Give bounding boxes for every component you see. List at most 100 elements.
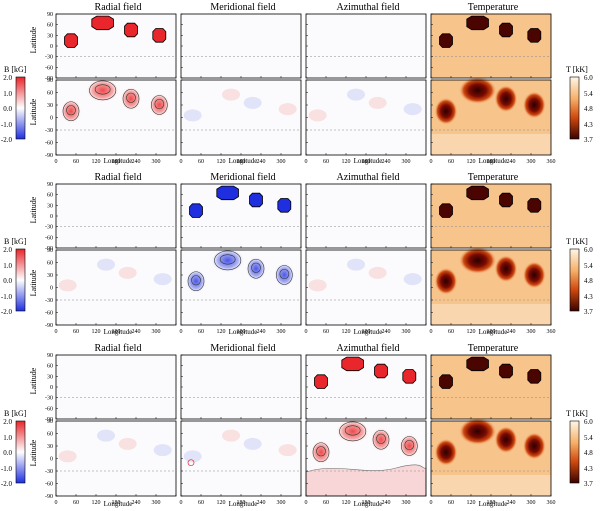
temperature-spot-reconstructed bbox=[434, 267, 458, 295]
field-contour bbox=[279, 268, 290, 280]
lon-tick-label: 0 bbox=[180, 159, 183, 165]
group-2-titles: Radial field Meridional field Azimuthal … bbox=[95, 172, 519, 183]
field-contour bbox=[89, 80, 117, 101]
title-meridional: Meridional field bbox=[210, 172, 275, 183]
temperature-spot-reconstructed bbox=[494, 85, 518, 113]
lon-tick-label: 60 bbox=[73, 159, 79, 165]
temperature-spot-reconstructed bbox=[522, 261, 546, 289]
lon-tick-label: 120 bbox=[217, 159, 226, 165]
t-colorbar-3: T [kK] 6.0 5.4 4.8 4.3 3.7 bbox=[566, 409, 593, 488]
lon-tick-label: 300 bbox=[152, 329, 161, 335]
lon-tick-label: 60 bbox=[323, 500, 329, 506]
xlabel-longitude: Longitude bbox=[104, 328, 133, 336]
xlabel-longitude: Longitude bbox=[354, 328, 383, 336]
lon-tick-label: 180 bbox=[237, 159, 246, 165]
ylabel-latitude: Latitude bbox=[29, 269, 38, 296]
temperature-spot-reconstructed bbox=[494, 426, 518, 454]
b-colorbar-label: B [kG] bbox=[4, 409, 27, 418]
t-tick: 5.4 bbox=[584, 90, 593, 98]
lat-tick-label: 0 bbox=[50, 457, 53, 463]
b-colorbar-label: B [kG] bbox=[4, 237, 27, 246]
crosstalk-patch bbox=[308, 109, 327, 122]
b-tick: 1.0 bbox=[3, 90, 12, 98]
temperature-spot bbox=[527, 198, 542, 213]
crosstalk-patch bbox=[278, 444, 297, 457]
field-spot bbox=[64, 33, 78, 48]
crosstalk-patch bbox=[347, 258, 365, 271]
b-colorbar-label: B [kG] bbox=[4, 65, 27, 74]
field-contour bbox=[94, 84, 111, 95]
field-spot bbox=[314, 374, 328, 389]
lon-tick-label: 300 bbox=[277, 329, 286, 335]
xlabel-longitude: Longitude bbox=[104, 157, 133, 165]
field-spot-reconstructed bbox=[335, 419, 370, 444]
crosstalk-patch bbox=[183, 450, 202, 463]
crosstalk-patch bbox=[278, 103, 297, 116]
xlabel-longitude: Longitude bbox=[229, 328, 258, 336]
lat-tick-label: 0 bbox=[50, 385, 53, 391]
lon-tick-label: 300 bbox=[527, 329, 536, 335]
temperature-spot bbox=[466, 15, 489, 31]
lon-tick-label: 60 bbox=[448, 159, 454, 165]
crosstalk-patch bbox=[403, 103, 422, 116]
lat-tick-label: 30 bbox=[47, 273, 53, 279]
crosstalk-patch bbox=[97, 258, 115, 271]
field-contour bbox=[219, 254, 236, 265]
title-azimuthal: Azimuthal field bbox=[336, 2, 399, 13]
title-radial: Radial field bbox=[95, 172, 142, 183]
ylabel-latitude: Latitude bbox=[29, 26, 38, 53]
lon-tick-label: 240 bbox=[382, 159, 391, 165]
field-spot bbox=[341, 356, 364, 372]
field-spot bbox=[124, 22, 138, 38]
lat-tick-label: -30 bbox=[45, 55, 53, 61]
latitude-labels: Latitude Latitude Latitude Latitude Lati… bbox=[29, 26, 38, 466]
lon-tick-label: 240 bbox=[132, 500, 141, 506]
ylabel-latitude: Latitude bbox=[29, 196, 38, 223]
t-colorbar-label: T [kK] bbox=[566, 409, 588, 418]
t-colorbar-label: T [kK] bbox=[566, 65, 588, 74]
temperature-spot-reconstructed bbox=[458, 76, 497, 105]
field-contour bbox=[151, 95, 168, 115]
lat-tick-label: -30 bbox=[45, 128, 53, 134]
lon-tick-label: 180 bbox=[112, 159, 121, 165]
lon-tick-label: 240 bbox=[507, 329, 516, 335]
lat-tick-label: -30 bbox=[45, 396, 53, 402]
lon-tick-label: 0 bbox=[55, 159, 58, 165]
field-contour bbox=[401, 436, 418, 456]
title-radial: Radial field bbox=[95, 2, 142, 13]
field-spot-reconstructed bbox=[245, 256, 267, 282]
lon-tick-label: 60 bbox=[198, 500, 204, 506]
lon-tick-label: 360 bbox=[547, 329, 556, 335]
field-contour bbox=[122, 88, 140, 109]
crosstalk-patch bbox=[243, 437, 262, 450]
lon-tick-label: 360 bbox=[547, 159, 556, 165]
lat-tick-label: 60 bbox=[47, 364, 53, 370]
field-contour bbox=[344, 425, 361, 436]
field-spot bbox=[249, 192, 263, 208]
lon-tick-label: 120 bbox=[467, 329, 476, 335]
field-spot bbox=[277, 198, 292, 213]
lat-tick-label: 90 bbox=[47, 78, 53, 84]
temperature-spot-reconstructed bbox=[522, 91, 546, 119]
b-colorbar-2: B [kG] 2.0 1.0 0.0 -1.0 -2.0 bbox=[1, 237, 27, 316]
field-contour bbox=[316, 446, 326, 457]
temperature-spot bbox=[439, 33, 453, 48]
lat-tick-label: -90 bbox=[45, 323, 53, 329]
lon-tick-label: 300 bbox=[402, 159, 411, 165]
field-spot bbox=[189, 203, 203, 218]
lat-tick-label: 90 bbox=[47, 12, 53, 18]
field-spot bbox=[91, 15, 114, 31]
xlabel-longitude: Longitude bbox=[229, 157, 258, 165]
field-contour bbox=[154, 98, 165, 110]
lon-tick-label: 0 bbox=[55, 329, 58, 335]
lon-tick-label: 0 bbox=[180, 329, 183, 335]
lon-tick-label: 240 bbox=[382, 500, 391, 506]
field-spot-reconstructed bbox=[210, 248, 245, 273]
title-temperature: Temperature bbox=[468, 343, 519, 354]
t-colorbar-label: T [kK] bbox=[566, 237, 588, 246]
field-spot-reconstructed bbox=[85, 78, 120, 103]
temperature-spot bbox=[466, 356, 489, 372]
lat-tick-label: 90 bbox=[47, 182, 53, 188]
t-tick: 4.3 bbox=[584, 121, 593, 129]
